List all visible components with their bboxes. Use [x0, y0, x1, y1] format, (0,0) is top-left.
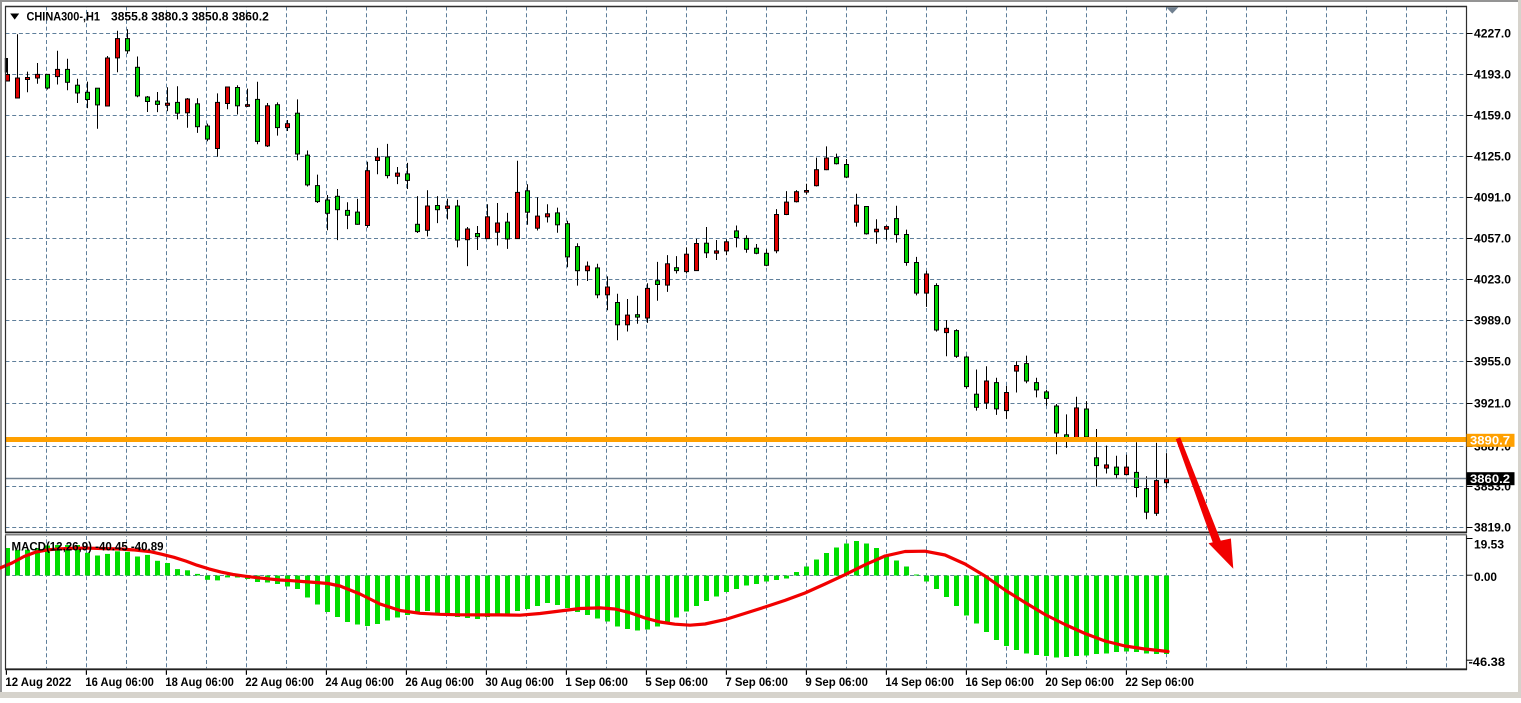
- svg-text:7 Sep 06:00: 7 Sep 06:00: [725, 675, 788, 689]
- svg-text:4193.0: 4193.0: [1474, 68, 1511, 82]
- svg-text:1 Sep 06:00: 1 Sep 06:00: [565, 675, 628, 689]
- svg-text:18 Aug 06:00: 18 Aug 06:00: [165, 675, 234, 689]
- svg-text:22 Aug 06:00: 22 Aug 06:00: [245, 675, 314, 689]
- svg-text:9 Sep 06:00: 9 Sep 06:00: [805, 675, 868, 689]
- svg-text:26 Aug 06:00: 26 Aug 06:00: [405, 675, 474, 689]
- svg-text:0.00: 0.00: [1474, 570, 1497, 584]
- svg-text:MACD(12,26,9) -40.45 -40.89: MACD(12,26,9) -40.45 -40.89: [12, 539, 164, 553]
- svg-text:16 Aug 06:00: 16 Aug 06:00: [85, 675, 154, 689]
- svg-text:22 Sep 06:00: 22 Sep 06:00: [1125, 675, 1194, 689]
- svg-text:4023.0: 4023.0: [1474, 273, 1511, 287]
- svg-text:3921.0: 3921.0: [1474, 397, 1511, 411]
- svg-text:4227.0: 4227.0: [1474, 27, 1511, 41]
- svg-text:20 Sep 06:00: 20 Sep 06:00: [1045, 675, 1114, 689]
- svg-text:4125.0: 4125.0: [1474, 150, 1511, 164]
- svg-text:3855.8 3880.3 3850.8 3860.2: 3855.8 3880.3 3850.8 3860.2: [111, 10, 269, 24]
- svg-text:3890.7: 3890.7: [1470, 434, 1510, 448]
- svg-text:30 Aug 06:00: 30 Aug 06:00: [485, 675, 554, 689]
- svg-text:5 Sep 06:00: 5 Sep 06:00: [645, 675, 708, 689]
- svg-text:3989.0: 3989.0: [1474, 314, 1511, 328]
- svg-text:19.53: 19.53: [1474, 538, 1504, 552]
- svg-text:24 Aug 06:00: 24 Aug 06:00: [325, 675, 394, 689]
- svg-text:16 Sep 06:00: 16 Sep 06:00: [965, 675, 1034, 689]
- svg-text:4057.0: 4057.0: [1474, 232, 1511, 246]
- svg-text:-46.38: -46.38: [1469, 655, 1506, 669]
- svg-text:CHINA300-,H1: CHINA300-,H1: [27, 10, 101, 24]
- svg-text:12 Aug 2022: 12 Aug 2022: [5, 675, 71, 689]
- svg-text:4091.0: 4091.0: [1474, 191, 1511, 205]
- svg-text:3955.0: 3955.0: [1474, 355, 1511, 369]
- svg-text:4159.0: 4159.0: [1474, 109, 1511, 123]
- svg-text:14 Sep 06:00: 14 Sep 06:00: [885, 675, 954, 689]
- svg-text:3819.0: 3819.0: [1474, 521, 1511, 535]
- svg-text:3860.2: 3860.2: [1470, 472, 1510, 486]
